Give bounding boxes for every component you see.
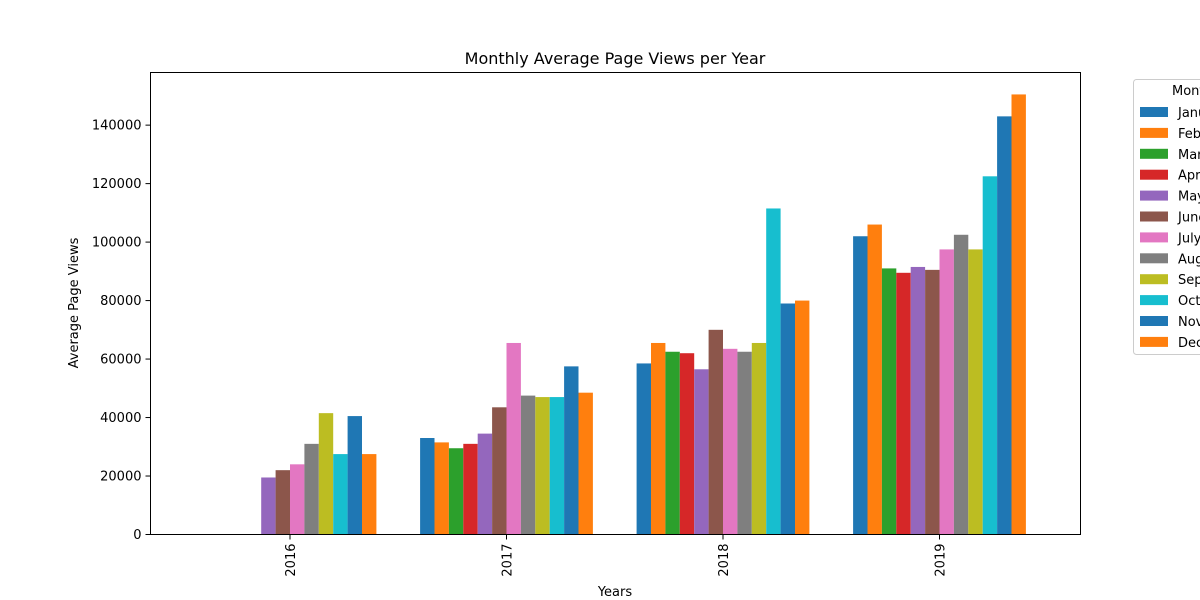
legend-label: August <box>1178 252 1200 267</box>
y-tick-label: 20000 <box>100 470 141 485</box>
legend-label: May <box>1178 190 1200 205</box>
x-tick-label: 2018 <box>717 544 732 577</box>
bar <box>665 351 680 535</box>
legend-swatch <box>1140 336 1168 347</box>
x-tick-label: 2017 <box>501 544 516 577</box>
legend-swatch <box>1140 295 1168 306</box>
bar <box>420 438 435 535</box>
y-tick-label: 60000 <box>100 353 141 368</box>
bar <box>853 236 868 535</box>
bar <box>737 351 752 535</box>
legend-swatch <box>1140 148 1168 159</box>
bar <box>564 366 579 535</box>
y-tick-label: 140000 <box>92 119 142 134</box>
bar <box>651 342 666 535</box>
y-tick-label: 100000 <box>92 236 142 251</box>
bar <box>578 392 593 535</box>
bar <box>723 348 738 535</box>
bar <box>535 397 550 535</box>
legend-swatch <box>1140 190 1168 201</box>
legend-label: March <box>1178 148 1200 163</box>
bar <box>333 454 348 535</box>
legend-swatch <box>1140 232 1168 243</box>
bar <box>780 303 795 535</box>
bar <box>290 464 305 535</box>
bar <box>694 369 709 535</box>
bar <box>881 268 897 535</box>
bar <box>362 454 377 535</box>
bars-group <box>261 94 1026 535</box>
bar <box>679 353 695 535</box>
bar <box>997 116 1012 535</box>
bar <box>275 470 290 535</box>
bar <box>910 266 926 535</box>
bar <box>304 443 319 535</box>
legend-label: February <box>1178 127 1200 142</box>
bar <box>434 442 449 535</box>
legend-label: November <box>1178 315 1200 330</box>
legend-title: Months <box>1172 84 1200 99</box>
bar <box>261 477 276 535</box>
bar <box>477 433 493 535</box>
x-axis-label: Years <box>597 585 633 600</box>
y-tick-label: 0 <box>133 528 141 543</box>
bar <box>492 407 507 535</box>
y-tick-label: 120000 <box>92 177 142 192</box>
bar <box>795 300 810 535</box>
bar <box>549 397 565 535</box>
bar <box>968 249 983 535</box>
legend-label: September <box>1178 273 1200 288</box>
bar <box>925 269 940 535</box>
legend-items: January February March April May June July Augu… <box>1140 106 1200 351</box>
bar <box>708 329 723 535</box>
x-tick-label: 2019 <box>934 544 949 577</box>
legend: Months JanuaryFebruaryMarchAprilMayJuneJ… <box>1133 79 1200 355</box>
legend-label: June <box>1177 211 1200 226</box>
chart-title: Monthly Average Page Views per Year <box>465 49 766 68</box>
bar <box>982 176 998 535</box>
y-tick-label: 40000 <box>100 411 141 426</box>
bar <box>520 395 536 535</box>
bar <box>448 448 464 535</box>
legend-swatch <box>1140 316 1168 326</box>
legend-swatch <box>1140 211 1168 222</box>
bar <box>939 249 954 535</box>
bar <box>751 342 767 535</box>
bar <box>766 208 781 535</box>
legend-swatch <box>1140 274 1168 285</box>
y-axis: 0 20000 40000 60000 80000 100000 120000 140000 <box>92 119 151 543</box>
bar <box>896 272 911 535</box>
legend-swatch <box>1140 107 1168 117</box>
legend-swatch <box>1140 169 1168 180</box>
legend-swatch <box>1140 127 1168 138</box>
legend-label: January <box>1177 106 1200 121</box>
x-tick-label: 2016 <box>284 544 299 577</box>
bar <box>347 416 362 535</box>
legend-label: October <box>1178 294 1200 309</box>
bar <box>506 342 521 535</box>
bar <box>953 234 969 535</box>
plot-area-frame <box>150 72 1081 535</box>
legend-label: December <box>1178 336 1200 351</box>
bar <box>318 413 334 535</box>
legend-label: April <box>1178 169 1200 184</box>
bar <box>1011 94 1026 535</box>
bar <box>867 224 882 535</box>
legend-swatch <box>1140 253 1168 264</box>
y-axis-label: Average Page Views <box>67 237 82 368</box>
legend-label: July <box>1177 231 1200 246</box>
bar <box>636 363 651 535</box>
y-tick-label: 80000 <box>100 294 141 309</box>
x-axis: 2016 2017 2018 2019 <box>284 534 949 577</box>
bar <box>463 443 478 535</box>
